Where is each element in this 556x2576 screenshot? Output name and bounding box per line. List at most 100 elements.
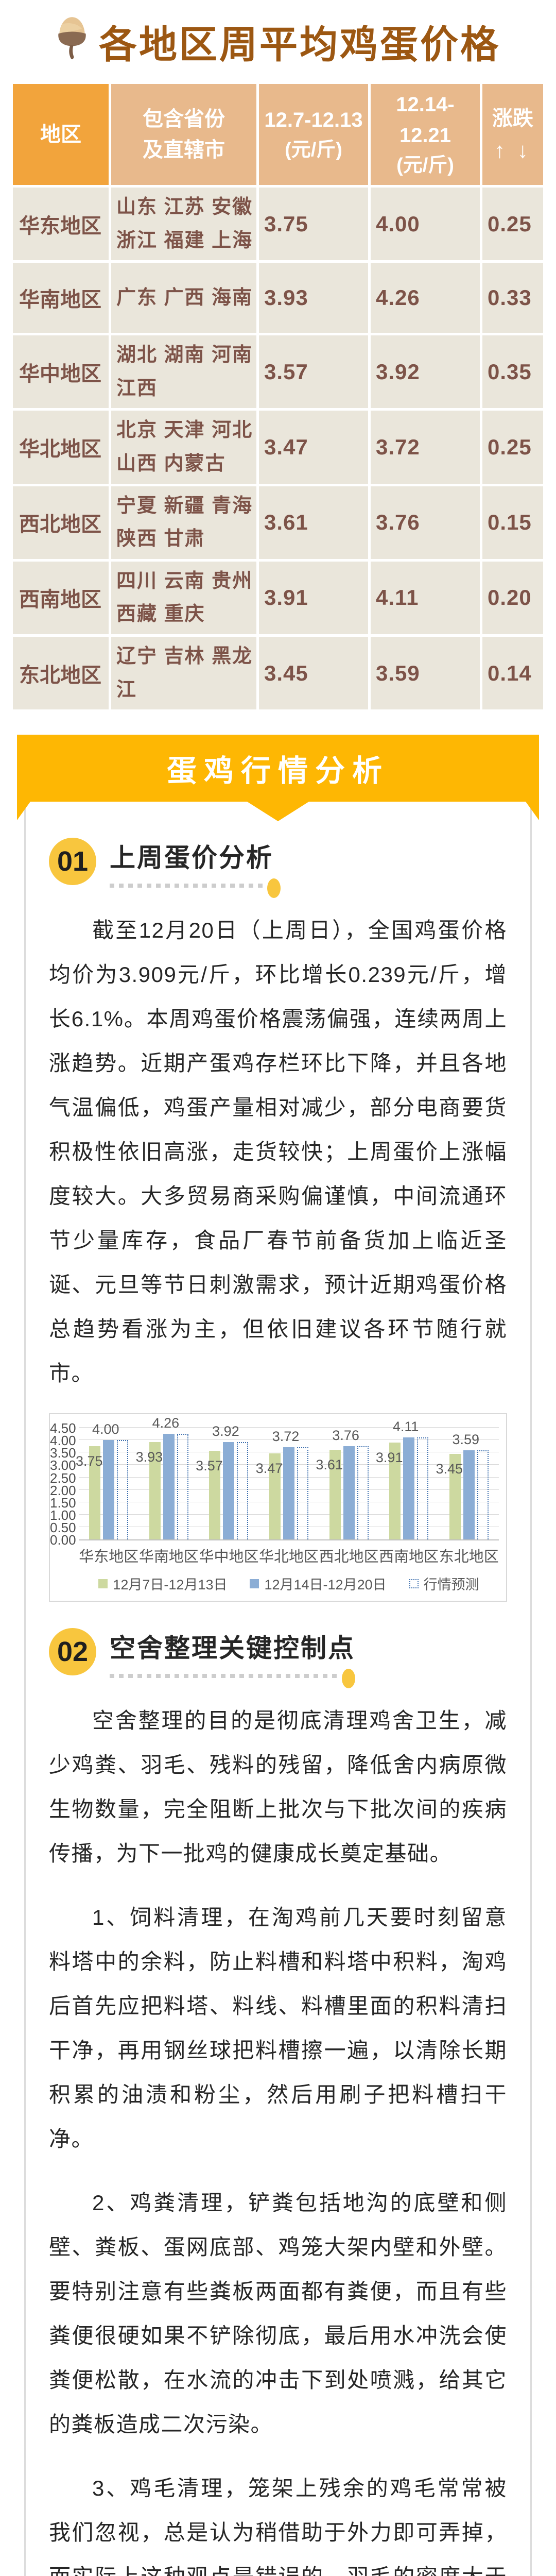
week2-cell: 4.11 bbox=[371, 561, 480, 634]
legend-label: 行情预测 bbox=[423, 1577, 479, 1593]
y-tick-label: 4.50 bbox=[50, 1420, 76, 1436]
region-cell: 西北地区 bbox=[13, 486, 109, 559]
bar-value-label: 3.93 bbox=[135, 1449, 163, 1465]
page-title: 各地区周平均鸡蛋价格 bbox=[99, 23, 500, 66]
x-category-label: 华北地区 bbox=[259, 1549, 319, 1566]
section-01-paragraph: 截至12月20日（上周日），全国鸡蛋价格均价为3.909元/斤，环比增长0.23… bbox=[49, 918, 507, 1386]
chart-bar bbox=[269, 1453, 281, 1540]
col-header-region: 地区 bbox=[13, 84, 109, 185]
section-02-paragraph: 1、饲料清理，在淘鸡前几天要时刻留意料塔中的余料，防止料槽和料塔中积料，淘鸡后首… bbox=[49, 1905, 507, 2151]
chart-bar bbox=[403, 1437, 415, 1540]
article-card: 01 上周蛋价分析 截至12月20日（上周日），全国鸡蛋价格均价为3.909元/… bbox=[24, 775, 532, 2576]
col-header-change: 涨跌 ↑ ↓ bbox=[482, 84, 543, 185]
table-row: 华北地区 北京 天津 河北 山西 内蒙古 3.47 3.72 0.25 bbox=[13, 411, 543, 484]
banner-notch bbox=[247, 802, 309, 822]
section-02-paragraph: 3、鸡毛清理，笼架上残余的鸡毛常常被我们忽视，总是认为稍借助于外力即可弄掉，而实… bbox=[49, 2476, 507, 2576]
y-tick-label: 1.50 bbox=[50, 1495, 76, 1511]
chart-bar bbox=[329, 1450, 341, 1540]
week1-cell: 3.93 bbox=[259, 263, 368, 333]
chart-bar bbox=[283, 1447, 295, 1540]
table-row: 东北地区 辽宁 吉林 黑龙江 3.45 3.59 0.14 bbox=[13, 636, 543, 710]
chart-bar bbox=[357, 1446, 369, 1540]
gridline bbox=[79, 1427, 499, 1428]
change-cell: 0.25 bbox=[482, 411, 543, 484]
week2-cell: 3.76 bbox=[371, 486, 480, 559]
section-02-paragraph: 2、鸡粪清理，铲粪包括地沟的底壁和侧壁、粪板、蛋网底部、鸡笼大架内壁和外壁。要特… bbox=[49, 2191, 507, 2437]
x-category-label: 西南地区 bbox=[379, 1549, 439, 1566]
change-cell: 0.15 bbox=[482, 486, 543, 559]
col-header-provinces: 包含省份 及直辖市 bbox=[111, 84, 256, 185]
section-01-number-badge: 01 bbox=[49, 838, 96, 886]
provinces-cell: 四川 云南 贵州 西藏 重庆 bbox=[111, 561, 256, 634]
region-cell: 华北地区 bbox=[13, 411, 109, 484]
week2-cell: 3.59 bbox=[371, 636, 480, 710]
change-cell: 0.25 bbox=[482, 188, 543, 261]
bar-value-label: 3.45 bbox=[436, 1461, 463, 1477]
section-01-header: 01 上周蛋价分析 bbox=[49, 834, 507, 899]
chart-bar bbox=[89, 1446, 101, 1540]
change-cell: 0.14 bbox=[482, 636, 543, 710]
bar-group: 3.45 3.59 bbox=[436, 1428, 499, 1540]
chart-bar bbox=[163, 1433, 175, 1540]
chart-bar bbox=[463, 1450, 475, 1540]
provinces-cell: 辽宁 吉林 黑龙江 bbox=[111, 636, 256, 710]
bar-value-label: 3.91 bbox=[375, 1449, 403, 1465]
gridline bbox=[79, 1439, 499, 1440]
region-cell: 华东地区 bbox=[13, 188, 109, 261]
x-category-label: 华中地区 bbox=[199, 1549, 259, 1566]
y-tick-label: 4.00 bbox=[50, 1433, 76, 1449]
y-tick-label: 0.00 bbox=[50, 1532, 76, 1548]
egg-price-table: 地区 包含省份 及直辖市 12.7-12.13 (元/斤) 12.14-12.2… bbox=[10, 81, 546, 712]
week1-cell: 3.61 bbox=[259, 486, 368, 559]
x-category-label: 华南地区 bbox=[138, 1549, 199, 1566]
chart-bar bbox=[209, 1450, 221, 1540]
table-row: 华南地区 广东 广西 海南 3.93 4.26 0.33 bbox=[13, 263, 543, 333]
chart-bar bbox=[477, 1450, 489, 1540]
chart-bar bbox=[103, 1440, 115, 1540]
bar-value-label: 4.00 bbox=[92, 1421, 119, 1437]
legend-label: 12月7日-12月13日 bbox=[113, 1577, 228, 1593]
dotted-divider bbox=[110, 1669, 355, 1689]
banner-ribbon-left bbox=[17, 802, 30, 821]
table-header-row: 地区 包含省份 及直辖市 12.7-12.13 (元/斤) 12.14-12.2… bbox=[13, 84, 543, 185]
week2-cell: 3.92 bbox=[371, 335, 480, 409]
bar-group: 3.75 4.00 bbox=[76, 1421, 139, 1540]
chart-y-axis: 4.50 4.00 3.50 3.00 2.50 2.00 1.50 1.00 0.50 0.00 bbox=[50, 1420, 79, 1548]
region-cell: 华中地区 bbox=[13, 335, 109, 409]
chart-bar bbox=[149, 1442, 161, 1540]
y-tick-label: 2.00 bbox=[50, 1482, 76, 1498]
dotted-divider bbox=[110, 878, 281, 899]
week1-cell: 3.91 bbox=[259, 561, 368, 634]
provinces-cell: 山东 江苏 安徽 浙江 福建 上海 bbox=[111, 188, 256, 261]
bar-value-label: 3.92 bbox=[212, 1423, 239, 1439]
chart-bar-groups: 3.75 4.00 3.93 4.26 3.57 3.92 3.47 3.72 3.61 3.76… bbox=[76, 1415, 499, 1540]
bar-value-label: 3.76 bbox=[332, 1427, 359, 1443]
y-tick-label: 2.50 bbox=[50, 1470, 76, 1486]
week2-cell: 4.26 bbox=[371, 263, 480, 333]
chart-plot-area: 3.75 4.00 3.93 4.26 3.57 3.92 3.47 3.72 3.61 3.76… bbox=[76, 1415, 499, 1541]
price-table-body: 华东地区 山东 江苏 安徽 浙江 福建 上海 3.75 4.00 0.25 华南地区 广东 … bbox=[13, 188, 543, 710]
divider-dot-icon bbox=[342, 1669, 355, 1689]
section-02-number-badge: 02 bbox=[49, 1628, 96, 1676]
chart-bar bbox=[417, 1437, 429, 1540]
egg-icon bbox=[56, 15, 89, 67]
y-tick-label: 0.50 bbox=[50, 1520, 76, 1535]
bar-value-label: 3.47 bbox=[255, 1460, 283, 1476]
region-cell: 华南地区 bbox=[13, 263, 109, 333]
chart-bar bbox=[343, 1446, 355, 1540]
bar-group: 3.47 3.72 bbox=[256, 1428, 319, 1540]
provinces-cell: 宁夏 新疆 青海 陕西 甘肃 bbox=[111, 486, 256, 559]
section-02-paragraph: 空舍整理的目的是彻底清理鸡舍卫生，减少鸡粪、羽毛、残料的残留，降低舍内病原微生物… bbox=[49, 1708, 507, 1866]
analysis-banner: 蛋鸡行情分析 bbox=[17, 735, 539, 822]
y-tick-label: 1.00 bbox=[50, 1507, 76, 1523]
provinces-cell: 北京 天津 河北 山西 内蒙古 bbox=[111, 411, 256, 484]
legend-item: 12月7日-12月13日 bbox=[98, 1573, 227, 1594]
chart-bar bbox=[117, 1440, 129, 1540]
chart-bar bbox=[237, 1442, 249, 1540]
bar-value-label: 3.61 bbox=[316, 1457, 343, 1473]
chart-x-axis-labels: 华东地区 华南地区 华中地区 华北地区 西北地区 西南地区 东北地区 bbox=[79, 1545, 499, 1566]
change-cell: 0.33 bbox=[482, 263, 543, 333]
bar-value-label: 3.57 bbox=[196, 1458, 223, 1473]
bar-value-label: 3.72 bbox=[272, 1428, 300, 1444]
x-category-label: 东北地区 bbox=[439, 1549, 499, 1566]
